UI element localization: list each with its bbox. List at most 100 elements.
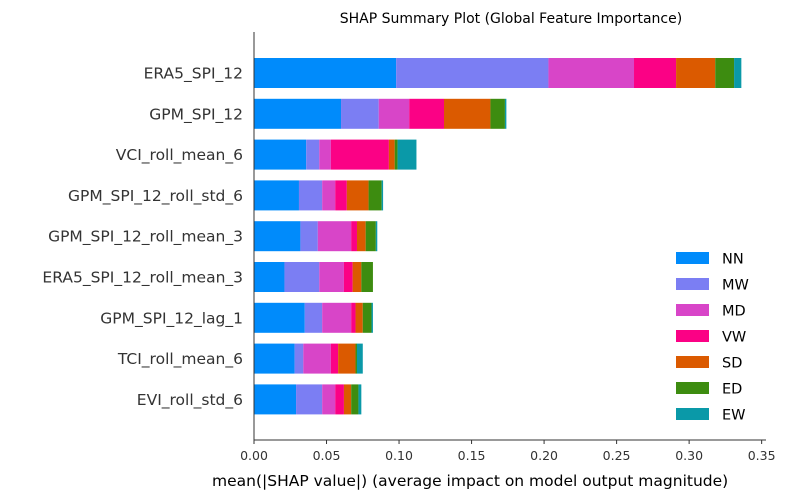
x-tick-label: 0.10 — [385, 448, 413, 463]
bar-segment-nn-5 — [254, 262, 285, 292]
category-label: GPM_SPI_12_lag_1 — [100, 309, 243, 328]
legend-swatch-ew — [676, 408, 709, 420]
bar-segment-ew-2 — [397, 139, 417, 170]
bar-segment-sd-3 — [346, 180, 369, 211]
x-tick-label: 0.25 — [603, 448, 631, 463]
bar-segment-nn-3 — [254, 180, 299, 211]
legend-label-vw: VW — [722, 330, 746, 346]
category-label: TCI_roll_mean_6 — [117, 350, 243, 369]
category-label: GPM_SPI_12_roll_std_6 — [68, 187, 243, 206]
bar-segment-ed-8 — [351, 384, 359, 415]
bar-segment-ed-2 — [394, 139, 398, 170]
bar-segment-mw-3 — [298, 180, 323, 211]
bar-segment-md-0 — [548, 58, 635, 88]
legend-swatch-nn — [676, 252, 709, 264]
legend-swatch-ed — [676, 382, 709, 394]
category-label: EVI_roll_std_6 — [137, 391, 243, 410]
bar-segment-nn-6 — [254, 302, 305, 333]
bar-segment-mw-8 — [296, 384, 323, 415]
legend: NN MW MD VW SD ED EW — [676, 252, 749, 424]
x-tick-label: 0.15 — [458, 448, 486, 463]
bar-segment-md-8 — [322, 384, 336, 415]
bar-segment-ew-4 — [375, 221, 378, 252]
legend-swatch-vw — [676, 330, 709, 342]
bar-segment-sd-5 — [352, 262, 362, 292]
legend-swatch-md — [676, 304, 709, 316]
bar-segment-md-1 — [378, 98, 410, 129]
bar-segment-md-6 — [322, 302, 352, 333]
legend-swatch-sd — [676, 356, 709, 368]
bar-segment-vw-7 — [330, 343, 339, 374]
bar-segment-sd-0 — [676, 58, 716, 88]
bar-segment-mw-1 — [341, 98, 379, 129]
x-tick-label: 0.35 — [748, 448, 776, 463]
bar-segment-mw-2 — [306, 139, 320, 170]
bar-segment-nn-4 — [254, 221, 301, 252]
bar-segment-nn-2 — [254, 139, 307, 170]
legend-label-sd: SD — [722, 356, 742, 372]
legend-label-mw: MW — [722, 278, 749, 294]
bar-segment-vw-5 — [343, 262, 353, 292]
bar-segment-md-5 — [319, 262, 344, 292]
bar-segment-mw-4 — [300, 221, 318, 252]
bar-segment-mw-5 — [284, 262, 320, 292]
bar-segment-ew-7 — [356, 343, 363, 374]
bar-segment-ew-1 — [504, 98, 507, 129]
bar-segment-ew-3 — [381, 180, 384, 211]
bar-segment-ed-6 — [362, 302, 372, 333]
bar-segment-sd-6 — [355, 302, 363, 333]
bar-segment-vw-0 — [634, 58, 677, 88]
bar-segment-md-2 — [319, 139, 331, 170]
x-tick-label: 0.05 — [313, 448, 341, 463]
bar-segment-ed-1 — [490, 98, 505, 129]
x-ticks: 0.00 0.05 0.10 0.15 0.20 0.25 0.30 0.35 — [240, 440, 776, 463]
bar-segment-vw-4 — [351, 221, 357, 252]
bar-segment-mw-6 — [304, 302, 323, 333]
bar-segment-mw-7 — [294, 343, 304, 374]
category-label: ERA5_SPI_12 — [144, 65, 243, 84]
bar-segment-nn-1 — [254, 98, 342, 129]
bar-segment-nn-7 — [254, 343, 295, 374]
bar-segment-md-4 — [317, 221, 352, 252]
bar-segment-ed-7 — [355, 343, 357, 374]
bar-segment-mw-0 — [396, 58, 549, 88]
bar-segment-nn-0 — [254, 58, 397, 88]
bar-segment-md-3 — [322, 180, 336, 211]
bar-segment-ed-0 — [715, 58, 735, 88]
bar-segment-sd-1 — [444, 98, 491, 129]
bar-segment-nn-8 — [254, 384, 297, 415]
bar-segment-md-7 — [303, 343, 331, 374]
bar-segment-ed-3 — [368, 180, 382, 211]
bar-segment-ew-0 — [734, 58, 742, 88]
category-label: GPM_SPI_12 — [149, 105, 243, 124]
x-tick-label: 0.20 — [530, 448, 558, 463]
bar-segment-ed-5 — [361, 262, 373, 292]
category-label: GPM_SPI_12_roll_mean_3 — [48, 228, 243, 247]
x-axis-label: mean(|SHAP value|) (average impact on mo… — [212, 472, 728, 490]
bar-segment-sd-7 — [338, 343, 356, 374]
category-labels: ERA5_SPI_12 GPM_SPI_12 VCI_roll_mean_6 GPM_… — [42, 65, 243, 410]
legend-label-md: MD — [722, 304, 746, 320]
legend-swatch-mw — [676, 278, 709, 290]
x-tick-label: 0.00 — [240, 448, 268, 463]
bar-segment-vw-6 — [351, 302, 356, 333]
bar-segment-sd-2 — [388, 139, 395, 170]
category-label: VCI_roll_mean_6 — [116, 146, 243, 165]
bar-segment-vw-2 — [330, 139, 389, 170]
bar-segment-ew-8 — [358, 384, 362, 415]
bar-segment-ew-6 — [371, 302, 373, 333]
bar-segment-sd-4 — [356, 221, 366, 252]
bar-segment-sd-8 — [343, 384, 352, 415]
category-label: ERA5_SPI_12_roll_mean_3 — [42, 269, 243, 288]
bar-segment-vw-3 — [335, 180, 347, 211]
bars-group — [254, 58, 742, 415]
chart-title: SHAP Summary Plot (Global Feature Import… — [340, 11, 682, 27]
bar-segment-vw-1 — [409, 98, 445, 129]
legend-label-ed: ED — [722, 382, 742, 398]
x-tick-label: 0.30 — [675, 448, 703, 463]
bar-segment-ed-4 — [365, 221, 376, 252]
legend-label-nn: NN — [722, 252, 744, 268]
legend-label-ew: EW — [722, 408, 746, 424]
bar-segment-vw-8 — [335, 384, 344, 415]
